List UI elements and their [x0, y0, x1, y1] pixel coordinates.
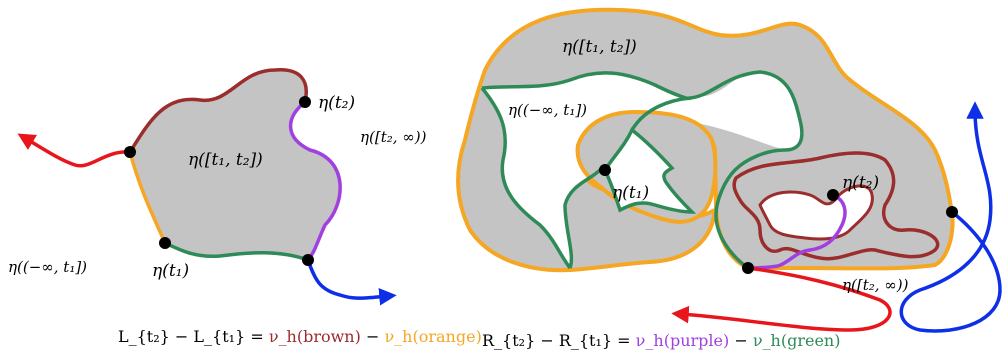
left-label-eta-t2-inf: η([t₂, ∞)): [360, 128, 427, 146]
left-point-t2: [299, 96, 311, 108]
right-label-eta-t2: η(t₂): [842, 173, 879, 193]
right-inner-white-hole: [602, 127, 697, 214]
right-label-eta-t2-inf: η([t₂, ∞)): [842, 276, 909, 294]
right-label-eta-minf-t1: η((−∞, t₁]): [508, 101, 587, 119]
right-panel: η([t₁, t₂]) η((−∞, t₁]) η(t₁) η(t₂) η([t…: [456, 7, 1002, 350]
left-orange-curve: [128, 151, 167, 244]
left-label-eta-t1t2: η([t₁, t₂]): [188, 150, 263, 170]
right-brown-curve: [732, 151, 940, 261]
left-point-junction: [124, 146, 136, 158]
left-filled-region: [130, 69, 341, 260]
left-label-eta-minf-t1: η((−∞, t₁]): [8, 258, 87, 276]
left-green-curve: [164, 241, 309, 262]
right-caption-term2: ν_h(green): [753, 331, 841, 350]
left-panel: η(t₂) η([t₁, t₂]) η([t₂, ∞)) η((−∞, t₁])…: [8, 68, 482, 346]
left-caption-term2: ν_h(orange): [384, 327, 481, 346]
right-caption-minus: −: [734, 331, 747, 350]
right-caption: R_{t₂} − R_{t₁} = ν_h(purple) − ν_h(gree…: [482, 331, 840, 350]
right-green-top: [481, 71, 692, 101]
left-red-arrow: [17, 133, 131, 168]
left-label-eta-t2: η(t₂): [318, 93, 355, 113]
right-point-t1: [599, 164, 611, 176]
right-caption-prefix: R_{t₂} − R_{t₁} =: [482, 331, 631, 350]
right-red-arrow: [671, 266, 892, 332]
right-label-eta-t1t2: η([t₁, t₂]): [562, 37, 637, 57]
right-caption-term1: ν_h(purple): [636, 331, 730, 350]
left-blue-arrow: [306, 259, 397, 306]
right-point-junction: [742, 262, 754, 274]
left-caption-term1: ν_h(brown): [269, 327, 361, 346]
left-purple-curve: [288, 100, 342, 262]
left-caption-minus: −: [366, 327, 379, 346]
right-point-end-orange: [946, 206, 958, 218]
left-brown-curve: [128, 68, 308, 153]
right-label-eta-t1: η(t₁): [612, 183, 649, 203]
right-blue-arrow: [899, 101, 1002, 333]
right-brown-inner-hole: [758, 184, 874, 241]
right-point-t2: [827, 189, 839, 201]
left-caption-prefix: L_{t₂} − L_{t₁} =: [118, 327, 269, 346]
right-purple-curve: [747, 193, 847, 270]
left-point-end: [302, 254, 314, 266]
left-point-t1: [159, 237, 171, 249]
left-label-eta-t1: η(t₁): [152, 261, 189, 281]
left-caption: L_{t₂} − L_{t₁} = ν_h(brown) − ν_h(orang…: [118, 327, 482, 346]
